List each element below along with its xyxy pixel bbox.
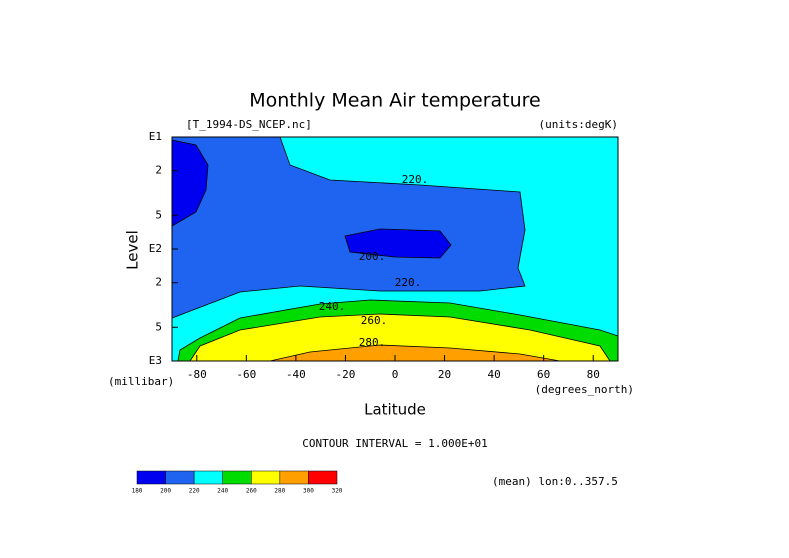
- contour-label: 200.: [359, 250, 386, 263]
- colorbar-box: [279, 470, 309, 485]
- contour-label: 280.: [359, 336, 386, 349]
- x-tick-label: 60: [537, 368, 550, 381]
- y-axis-label: Level: [124, 230, 142, 270]
- x-tick-label: -20: [336, 368, 356, 381]
- colorbar-box: [308, 470, 338, 485]
- colorbar-box: [222, 470, 252, 485]
- colorbar-label: 240: [217, 488, 228, 495]
- note: (mean) lon:0..357.5: [492, 475, 618, 488]
- colorbar-box: [251, 470, 281, 485]
- x-tick-label: 80: [587, 368, 600, 381]
- colorbar-label: 180: [132, 488, 143, 495]
- colorbar-box: [193, 470, 223, 485]
- colorbar-box: [165, 470, 195, 485]
- units: (units:degK): [539, 118, 618, 131]
- colorbar-label: 280: [274, 488, 285, 495]
- x-tick-label: -80: [187, 368, 207, 381]
- contour-label: 220.: [395, 276, 422, 289]
- y-tick-label: 2: [155, 276, 162, 289]
- colorbar-label: 300: [303, 488, 314, 495]
- x-axis-label: Latitude: [364, 401, 426, 419]
- contour-band: [344, 228, 452, 259]
- x-tick-label: 40: [487, 368, 500, 381]
- colorbar-label: 200: [160, 488, 171, 495]
- y-tick-label: E2: [149, 242, 162, 255]
- colorbar-label: 220: [189, 488, 200, 495]
- contour-label: 240.: [319, 300, 346, 313]
- y-units: (millibar): [108, 375, 174, 388]
- colorbar-label: 260: [246, 488, 257, 495]
- colorbar-box: [136, 470, 166, 485]
- colorbar-label: 320: [332, 488, 343, 495]
- y-tick-label: 5: [155, 320, 162, 333]
- x-tick-label: 0: [392, 368, 399, 381]
- y-tick-label: 2: [155, 164, 162, 177]
- x-tick-label: -40: [286, 368, 306, 381]
- contour-label: 260.: [361, 314, 388, 327]
- subtitle: [T_1994-DS_NCEP.nc]: [186, 118, 312, 131]
- y-tick-label: E1: [149, 130, 162, 143]
- chart-title: Monthly Mean Air temperature: [249, 90, 540, 112]
- contour-interval: CONTOUR INTERVAL = 1.000E+01: [302, 437, 487, 450]
- contour-band: [189, 313, 611, 362]
- x-tick-label: -60: [236, 368, 256, 381]
- x-tick-label: 20: [438, 368, 451, 381]
- y-tick-label: 5: [155, 208, 162, 221]
- x-units: (degrees_north): [535, 383, 634, 396]
- contour-label: 220.: [402, 173, 429, 186]
- y-tick-label: E3: [149, 354, 162, 367]
- contour-band: [171, 136, 526, 319]
